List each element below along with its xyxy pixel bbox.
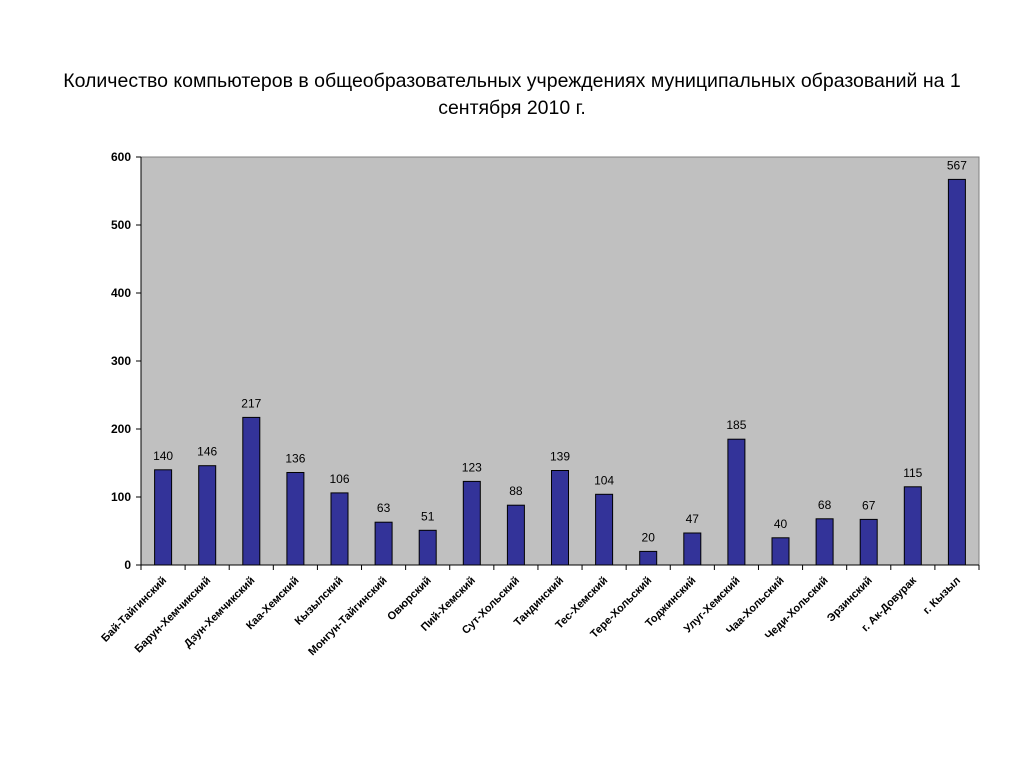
data-label: 115 bbox=[903, 466, 922, 480]
bar bbox=[374, 521, 393, 566]
data-label: 136 bbox=[285, 452, 305, 466]
bar bbox=[595, 493, 614, 566]
data-label: 217 bbox=[241, 396, 261, 410]
bar bbox=[903, 486, 922, 566]
bar bbox=[154, 469, 173, 566]
data-label: 123 bbox=[462, 460, 482, 474]
data-label: 106 bbox=[329, 472, 349, 486]
bar bbox=[859, 518, 878, 566]
data-label: 63 bbox=[377, 501, 391, 515]
data-label: 68 bbox=[818, 498, 832, 512]
data-label: 67 bbox=[862, 498, 876, 512]
bar bbox=[815, 518, 834, 566]
data-label: 139 bbox=[550, 450, 570, 464]
y-tick-label: 400 bbox=[111, 286, 131, 300]
chart-title: Количество компьютеров в общеобразовател… bbox=[63, 70, 961, 119]
data-label: 146 bbox=[197, 445, 217, 459]
y-tick-label: 0 bbox=[124, 558, 131, 572]
y-tick-label: 100 bbox=[111, 490, 131, 504]
bar bbox=[727, 438, 746, 566]
x-tick-label: Монгун-Тайгинский bbox=[306, 575, 389, 658]
data-label: 47 bbox=[686, 512, 700, 526]
bar bbox=[771, 537, 790, 566]
bar bbox=[639, 550, 658, 566]
x-tick-label: Овюрский bbox=[385, 575, 434, 624]
bar bbox=[330, 492, 349, 566]
y-tick-label: 500 bbox=[111, 218, 131, 232]
y-tick-label: 600 bbox=[111, 150, 131, 164]
data-label: 567 bbox=[947, 158, 967, 172]
data-label: 104 bbox=[594, 473, 614, 487]
bar bbox=[506, 504, 525, 566]
bar bbox=[198, 465, 217, 566]
x-tick-label: Барун-Хемчикский bbox=[133, 575, 214, 656]
bar bbox=[242, 416, 261, 566]
bar bbox=[551, 470, 569, 566]
y-tick-label: 200 bbox=[111, 422, 131, 436]
x-tick-label: г. Кызыл bbox=[921, 575, 963, 617]
bar bbox=[947, 178, 966, 566]
data-label: 140 bbox=[153, 449, 173, 463]
data-label: 40 bbox=[774, 517, 788, 531]
data-label: 88 bbox=[509, 484, 523, 498]
bar bbox=[462, 480, 481, 566]
bar bbox=[286, 472, 305, 566]
bar bbox=[683, 532, 702, 566]
data-label: 51 bbox=[421, 509, 435, 523]
data-label: 185 bbox=[726, 418, 746, 432]
data-label: 20 bbox=[642, 530, 656, 544]
y-tick-label: 300 bbox=[111, 354, 131, 368]
bar bbox=[418, 529, 437, 566]
